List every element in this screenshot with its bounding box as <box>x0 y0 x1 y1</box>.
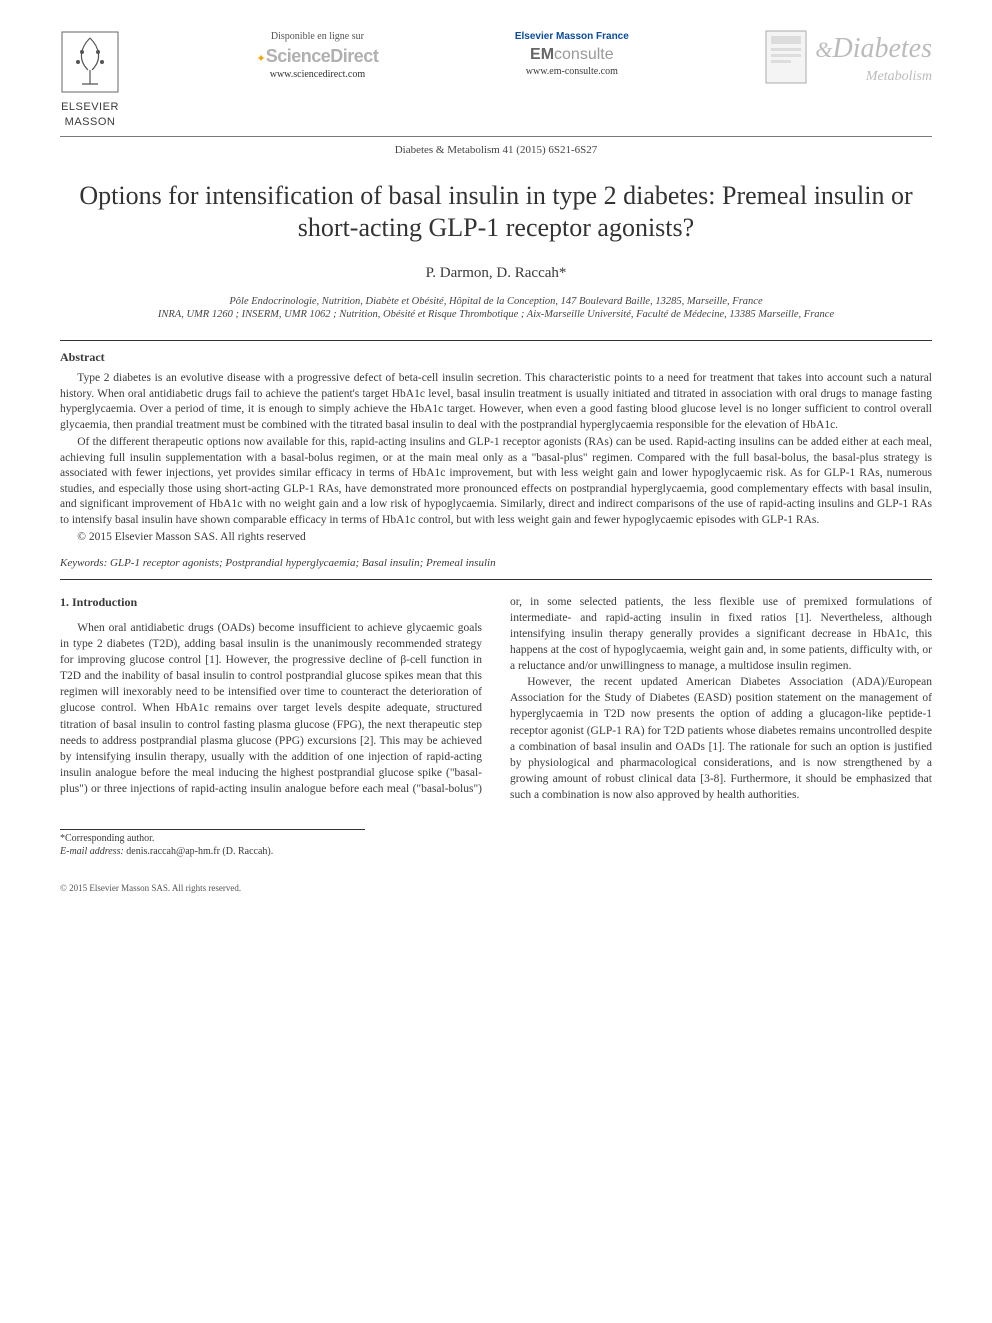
rule-top <box>60 340 932 341</box>
email-label: E-mail address: <box>60 846 124 857</box>
elsevier-tree-icon <box>60 30 120 98</box>
journal-brand-main: &Diabetes <box>815 30 932 68</box>
citation-line: Diabetes & Metabolism 41 (2015) 6S21-6S2… <box>60 143 932 158</box>
sciencedirect-brand: ✦ScienceDirect <box>257 44 379 68</box>
journal-brand-block: &Diabetes Metabolism <box>765 30 932 91</box>
publisher-header: ELSEVIER MASSON Disponible en ligne sur … <box>60 30 932 137</box>
abstract-paragraph-2: Of the different therapeutic options now… <box>60 435 932 528</box>
body-two-column: 1. Introduction When oral antidiabetic d… <box>60 594 932 803</box>
keywords-line: Keywords: GLP-1 receptor agonists; Postp… <box>60 556 932 571</box>
sciencedirect-url: www.sciencedirect.com <box>257 68 379 82</box>
intro-paragraph-2: However, the recent updated American Dia… <box>510 674 932 803</box>
journal-cover-icon <box>765 30 807 91</box>
corresponding-author-note: *Corresponding author. <box>60 832 365 845</box>
elsevier-masson-name: ELSEVIER MASSON <box>61 100 119 130</box>
abstract-paragraph-1: Type 2 diabetes is an evolutive disease … <box>60 371 932 433</box>
sd-available-text: Disponible en ligne sur <box>257 30 379 44</box>
keywords-values: GLP-1 receptor agonists; Postprandial hy… <box>110 557 496 569</box>
email-address: denis.raccah@ap-hm.fr (D. Raccah). <box>126 846 273 857</box>
keywords-label: Keywords: <box>60 557 107 569</box>
emconsulte-block: Elsevier Masson France EMconsulte www.em… <box>515 30 629 79</box>
journal-brand-sub: Metabolism <box>815 68 932 87</box>
page-copyright: © 2015 Elsevier Masson SAS. All rights r… <box>60 882 932 894</box>
elsevier-masson-logo: ELSEVIER MASSON <box>60 30 120 130</box>
authors-line: P. Darmon, D. Raccah* <box>60 263 932 283</box>
rule-bottom <box>60 579 932 580</box>
abstract-copyright: © 2015 Elsevier Masson SAS. All rights r… <box>60 530 932 546</box>
affiliation-block: Pôle Endocrinologie, Nutrition, Diabète … <box>60 295 932 322</box>
affiliation-1: Pôle Endocrinologie, Nutrition, Diabète … <box>60 295 932 309</box>
article-title: Options for intensification of basal ins… <box>60 180 932 245</box>
em-publisher-tag: Elsevier Masson France <box>515 30 629 44</box>
email-footnote: E-mail address: denis.raccah@ap-hm.fr (D… <box>60 845 365 858</box>
affiliation-2: INRA, UMR 1260 ; INSERM, UMR 1062 ; Nutr… <box>60 308 932 322</box>
sciencedirect-block: Disponible en ligne sur ✦ScienceDirect w… <box>257 30 379 81</box>
introduction-heading: 1. Introduction <box>60 594 482 610</box>
footnotes-block: *Corresponding author. E-mail address: d… <box>60 829 365 858</box>
emconsulte-brand: EMconsulte <box>515 44 629 66</box>
abstract-heading: Abstract <box>60 349 932 365</box>
emconsulte-url: www.em-consulte.com <box>515 65 629 79</box>
